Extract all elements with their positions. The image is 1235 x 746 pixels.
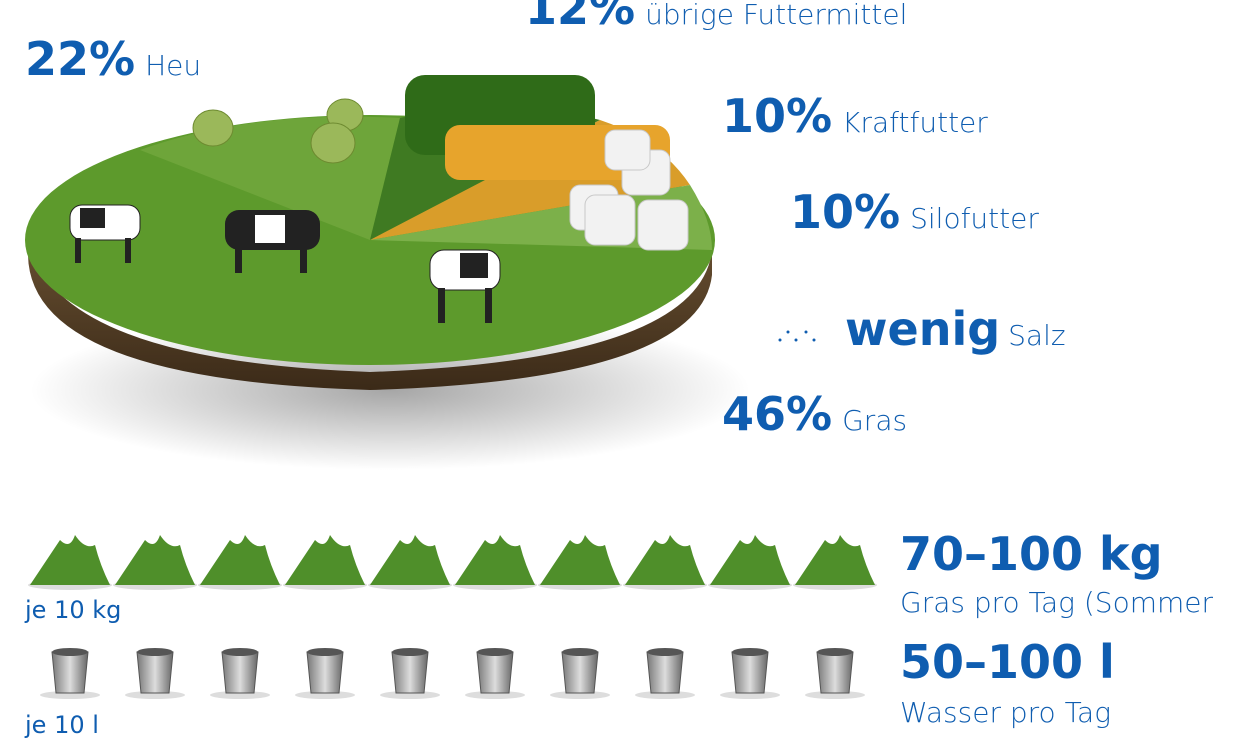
grass-tuft — [200, 535, 280, 585]
bucket — [562, 652, 598, 693]
bucket-rim — [392, 648, 428, 656]
bucket-rim — [817, 648, 853, 656]
bucket — [732, 652, 768, 693]
percent: 22% — [25, 32, 135, 86]
bucket-rim — [647, 648, 683, 656]
daily-amount: 50–100 l — [900, 635, 1115, 689]
bucket-rim — [732, 648, 768, 656]
bucket — [307, 652, 343, 693]
percent: 10% — [790, 185, 900, 239]
label: Salz — [1008, 319, 1065, 352]
bucket-rim — [477, 648, 513, 656]
label: Silofutter — [910, 202, 1039, 235]
grass-tuft — [710, 535, 790, 585]
bucket — [647, 652, 683, 693]
bucket — [137, 652, 173, 693]
feed-item: 12% übrige Futtermittel — [525, 0, 907, 35]
grass-tuft — [30, 535, 110, 585]
grass-tuft — [115, 535, 195, 585]
bucket-rim — [307, 648, 343, 656]
bucket-icons — [40, 648, 865, 699]
bucket — [52, 652, 88, 693]
percent: 10% — [722, 89, 832, 143]
daily-label: Gras pro Tag (Sommer — [900, 586, 1213, 619]
bucket — [222, 652, 258, 693]
grass-tuft — [540, 535, 620, 585]
feed-item: 46% Gras — [722, 387, 907, 441]
bucket — [392, 652, 428, 693]
grass-tuft — [795, 535, 875, 585]
grass-tuft — [455, 535, 535, 585]
daily-amount: 70–100 kg — [900, 527, 1163, 581]
unit-label: je 10 l — [24, 711, 99, 739]
bucket — [817, 652, 853, 693]
unit-label: je 10 kg — [24, 596, 121, 624]
feed-item: 10% Silofutter — [790, 185, 1039, 239]
field-illustration — [25, 75, 750, 470]
bucket-rim — [137, 648, 173, 656]
percent: 46% — [722, 387, 832, 441]
grass-tuft — [625, 535, 705, 585]
salt-dots — [779, 331, 816, 342]
grass-tuft — [370, 535, 450, 585]
feed-item: 22% Heu — [25, 32, 201, 86]
grass-tuft — [285, 535, 365, 585]
bucket — [477, 652, 513, 693]
percent: wenig — [845, 302, 1000, 356]
infographic: 12% übrige Futtermittel 22% Heu 10% Kraftfu… — [0, 0, 1235, 746]
grass-icons — [28, 535, 877, 590]
daily-label: Wasser pro Tag — [900, 696, 1111, 729]
label: übrige Futtermittel — [645, 0, 907, 31]
percent: 12% — [525, 0, 635, 35]
feed-item: 10% Kraftfutter — [722, 89, 988, 143]
label: Gras — [842, 404, 907, 437]
bucket-rim — [52, 648, 88, 656]
label: Kraftfutter — [842, 106, 988, 139]
bucket-rim — [222, 648, 258, 656]
label: Heu — [145, 49, 201, 82]
bucket-rim — [562, 648, 598, 656]
